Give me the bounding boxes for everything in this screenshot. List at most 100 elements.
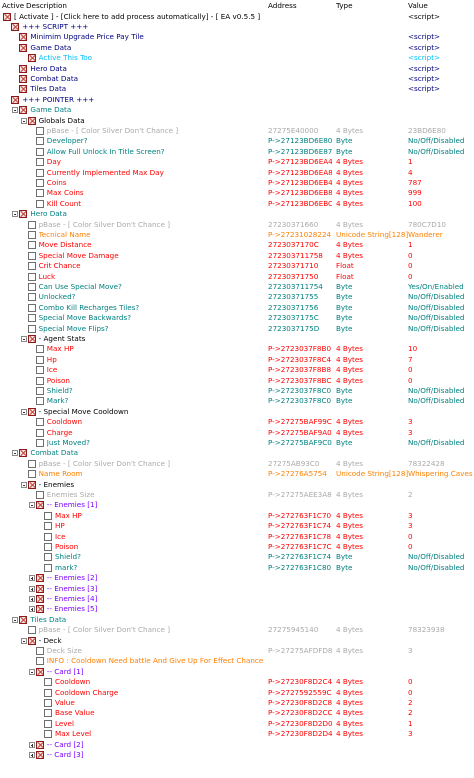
table-row[interactable]: - Deck (0, 636, 474, 646)
table-row[interactable]: +++ SCRIPT +++ (0, 22, 474, 32)
expand-icon[interactable] (28, 741, 35, 748)
header-type[interactable]: Type (336, 1, 353, 10)
active-checkbox[interactable] (35, 418, 44, 427)
table-row[interactable]: pBase - [ Color Silver Don't Chance ] 272… (0, 625, 474, 635)
table-row[interactable]: Game Data <script> (0, 43, 474, 53)
active-checkbox[interactable] (27, 262, 36, 271)
active-checkbox-checked[interactable] (19, 85, 28, 94)
active-checkbox[interactable] (35, 397, 44, 406)
active-checkbox[interactable] (35, 376, 44, 385)
active-checkbox[interactable] (35, 168, 44, 177)
table-row[interactable]: Special Move Damage 272303711758 4 Bytes 0 (0, 251, 474, 261)
active-checkbox-checked[interactable] (3, 12, 11, 21)
collapse-icon[interactable] (20, 335, 27, 342)
table-row[interactable]: pBase - [ Color Silver Don't Chance ] 272… (0, 459, 474, 469)
table-row[interactable]: Just Moved? P->27275BAF9C0 Byte No/Off/Disa… (0, 438, 474, 448)
expand-icon[interactable] (28, 585, 35, 592)
active-checkbox[interactable] (44, 730, 52, 739)
active-checkbox[interactable] (27, 220, 36, 229)
collapse-icon[interactable] (20, 637, 27, 644)
table-row[interactable]: -- Enemies [2] (0, 573, 474, 583)
active-checkbox[interactable] (44, 522, 52, 531)
active-checkbox[interactable] (44, 719, 52, 728)
active-checkbox[interactable] (35, 126, 44, 135)
expand-icon[interactable] (28, 606, 35, 613)
table-row[interactable]: Cooldown P->27230F8D2C4 4 Bytes 0 (0, 677, 474, 687)
table-row[interactable]: Charge P->27275BAF9A0 4 Bytes 3 (0, 428, 474, 438)
expand-icon[interactable] (28, 595, 35, 602)
table-row[interactable]: Minimim Upgrade Price Pay Tile <script> (0, 32, 474, 42)
active-checkbox-checked[interactable] (27, 480, 36, 489)
table-row[interactable]: Tiles Data <script> (0, 84, 474, 94)
active-checkbox[interactable] (27, 230, 36, 239)
active-checkbox[interactable] (35, 490, 44, 499)
active-checkbox[interactable] (27, 626, 36, 635)
table-row[interactable]: - Agent Stats (0, 334, 474, 344)
table-row[interactable]: -- Enemies [3] (0, 584, 474, 594)
table-row[interactable]: Unlocked? 27230371755 Byte No/Off/Disabled (0, 292, 474, 302)
table-row[interactable]: -- Card [3] (0, 750, 474, 760)
active-checkbox-checked[interactable] (27, 407, 36, 416)
table-row[interactable]: Active This Too <script> (0, 53, 474, 63)
header-value[interactable]: Value (408, 1, 428, 10)
active-checkbox[interactable] (27, 272, 36, 281)
table-row[interactable]: Move Distance 2723037170C 4 Bytes 1 (0, 240, 474, 250)
table-row[interactable]: INFO : Cooldown Need battle And Give Up … (0, 656, 474, 666)
active-checkbox-checked[interactable] (35, 667, 44, 676)
table-row[interactable]: Special Move Backwards? 2723037175C Byte No… (0, 313, 474, 323)
active-checkbox[interactable] (27, 293, 36, 302)
table-row[interactable]: Deck Size P->27275AFDFD8 4 Bytes 3 (0, 646, 474, 656)
table-row[interactable]: Ice P->272763F1C78 4 Bytes 0 (0, 532, 474, 542)
active-checkbox-checked[interactable] (35, 584, 44, 593)
collapse-icon[interactable] (28, 502, 35, 509)
active-checkbox-checked[interactable] (19, 74, 28, 83)
table-row[interactable]: Max Coins P->27123BD6EB8 4 Bytes 999 (0, 188, 474, 198)
active-checkbox-checked[interactable] (35, 594, 44, 603)
active-checkbox[interactable] (44, 709, 52, 718)
active-checkbox[interactable] (35, 178, 44, 187)
table-row[interactable]: Shield? P->2723037F8C0 Byte No/Off/Disabled (0, 386, 474, 396)
table-row[interactable]: Coins P->27123BD6EB4 4 Bytes 787 (0, 178, 474, 188)
table-row[interactable]: Day P->27123BD6EA4 4 Bytes 1 (0, 157, 474, 167)
table-row[interactable]: -- Enemies [1] (0, 500, 474, 510)
active-checkbox-checked[interactable] (35, 501, 44, 510)
table-row[interactable]: Ice P->2723037F8B8 4 Bytes 0 (0, 365, 474, 375)
expand-icon[interactable] (28, 575, 35, 582)
active-checkbox[interactable] (35, 428, 44, 437)
table-row[interactable]: Can Use Special Move? 272303711754 Byte Yes… (0, 282, 474, 292)
table-row[interactable]: pBase - [ Color Silver Don't Chance ] 272… (0, 126, 474, 136)
active-checkbox[interactable] (27, 282, 36, 291)
table-row[interactable]: mark? P->272763F1C80 Byte No/Off/Disabled (0, 563, 474, 573)
active-checkbox-checked[interactable] (35, 740, 44, 749)
table-row[interactable]: Luck 27230371750 Float 0 (0, 272, 474, 282)
active-checkbox[interactable] (27, 459, 36, 468)
active-checkbox[interactable] (44, 698, 52, 707)
collapse-icon[interactable] (12, 211, 19, 218)
table-row[interactable]: Developer? P->27123BD6E80 Byte No/Off/Disab… (0, 136, 474, 146)
table-row[interactable]: Hp P->2723037F8C4 4 Bytes 7 (0, 355, 474, 365)
active-checkbox[interactable] (35, 657, 44, 666)
active-checkbox[interactable] (44, 553, 52, 562)
table-row[interactable]: Hero Data <script> (0, 64, 474, 74)
collapse-icon[interactable] (20, 117, 27, 124)
active-checkbox[interactable] (44, 678, 52, 687)
active-checkbox[interactable] (27, 251, 36, 260)
table-row[interactable]: Hero Data (0, 209, 474, 219)
active-checkbox[interactable] (44, 563, 52, 572)
table-row[interactable]: - Special Move Cooldown (0, 407, 474, 417)
active-checkbox[interactable] (35, 646, 44, 655)
header-active[interactable]: Active (2, 1, 25, 10)
table-row[interactable]: Base Value P->27230F8D2CC 4 Bytes 2 (0, 708, 474, 718)
active-checkbox[interactable] (35, 137, 44, 146)
table-row[interactable]: Globals Data (0, 116, 474, 126)
table-row[interactable]: -- Card [1] (0, 667, 474, 677)
active-checkbox-checked[interactable] (27, 54, 36, 63)
active-checkbox[interactable] (35, 189, 44, 198)
active-checkbox[interactable] (35, 199, 44, 208)
active-checkbox-checked[interactable] (19, 615, 28, 624)
table-row[interactable]: Max Level P->27230F8D2D4 4 Bytes 3 (0, 729, 474, 739)
active-checkbox[interactable] (27, 324, 36, 333)
table-row[interactable]: Cooldown P->27275BAF99C 4 Bytes 3 (0, 417, 474, 427)
table-row[interactable]: +++ POINTER +++ (0, 95, 474, 105)
header-address[interactable]: Address (268, 1, 297, 10)
